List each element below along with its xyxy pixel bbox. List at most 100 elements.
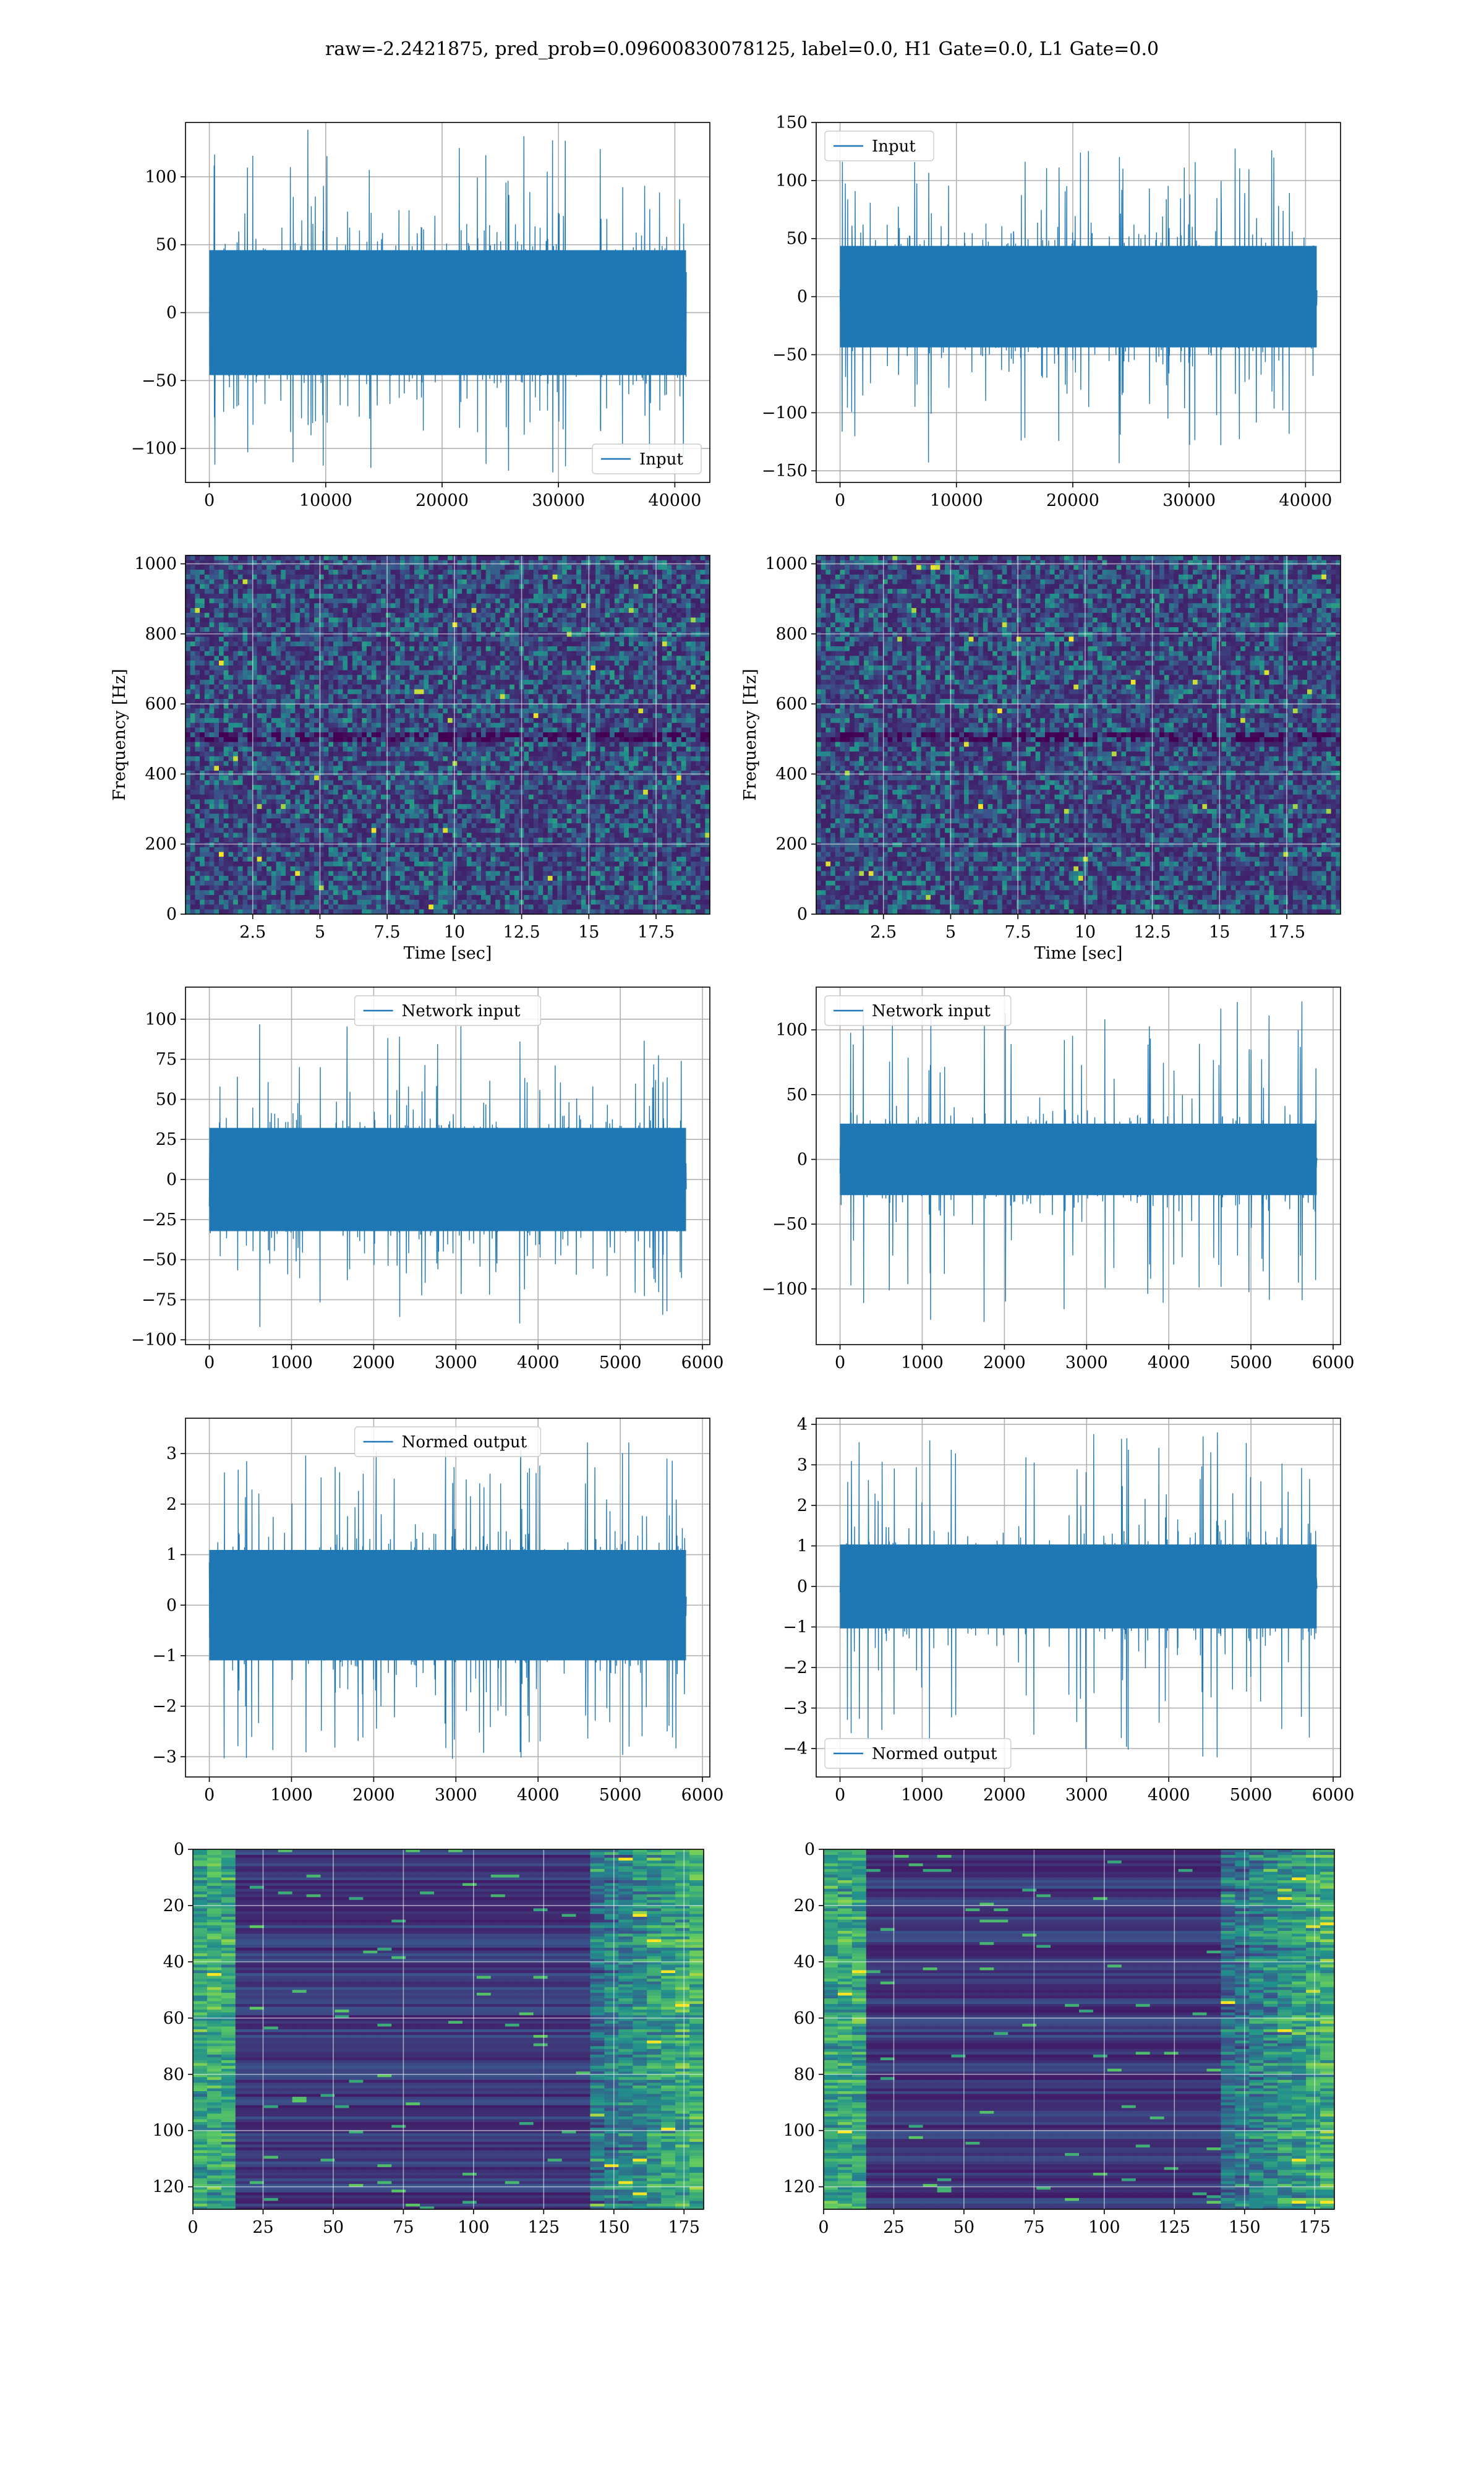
spectrogram-cell: [443, 608, 448, 614]
spectrogram-cell: [381, 612, 386, 618]
spectrogram-cell: [581, 656, 587, 661]
spectrogram-cell: [700, 675, 706, 680]
spectrogram-cell: [667, 717, 672, 724]
spectrogram-cell: [262, 646, 267, 652]
spectrogram-cell: [357, 603, 362, 609]
spectrogram-cell: [390, 684, 396, 690]
spectrogram-cell: [242, 756, 248, 761]
spectrogram-cell: [576, 603, 582, 609]
spectrogram-cell: [257, 622, 262, 628]
spectrogram-cell: [543, 722, 548, 728]
spectrogram-cell: [514, 761, 520, 766]
spectrogram-cell: [237, 675, 243, 680]
spectrogram-cell: [471, 684, 477, 690]
spectrogram-cell: [448, 694, 453, 700]
spectrogram-cell: [667, 656, 672, 661]
spectrogram-cell: [485, 646, 491, 652]
spectrogram-cell: [290, 675, 296, 680]
spectrogram-cell: [652, 680, 658, 685]
spectrogram-cell: [529, 737, 534, 743]
spectrogram-cell: [314, 670, 320, 675]
spectrogram-cell: [624, 717, 629, 724]
spectrogram-cell: [309, 598, 315, 604]
spectrogram-cell: [610, 699, 615, 704]
spectrogram-cell: [429, 636, 434, 642]
spectrogram-cell: [605, 631, 610, 637]
spectrogram-cell: [343, 747, 348, 752]
spectrogram-cell: [323, 732, 329, 738]
spectrogram-cell: [695, 579, 701, 584]
spectrogram-cell: [381, 631, 386, 637]
spectrogram-cell: [705, 717, 710, 724]
spectrogram-cell: [538, 737, 544, 743]
spectrogram-cell: [366, 756, 372, 761]
spectrogram-cell: [399, 751, 406, 757]
spectrogram-cell: [652, 570, 658, 575]
spectrogram-cell: [691, 713, 696, 719]
spectrogram-cell: [676, 603, 682, 609]
spectrogram-cell: [366, 570, 372, 575]
spectrogram-cell: [443, 656, 448, 661]
spectrogram-cell: [624, 617, 629, 623]
spectrogram-cell: [300, 560, 305, 565]
spectrogram-cell: [295, 684, 301, 690]
spectrogram-cell: [495, 747, 501, 752]
spectrogram-cell: [448, 761, 453, 766]
spectrogram-cell: [357, 641, 362, 647]
spectrogram-cell: [448, 713, 453, 719]
spectrogram-cell: [600, 617, 605, 623]
spectrogram-cell: [433, 560, 439, 565]
spectrogram-cell: [505, 684, 510, 690]
spectrogram-cell: [533, 603, 539, 609]
spectrogram-cell: [395, 589, 401, 594]
spectrogram-cell: [252, 608, 258, 614]
spectrogram-cell: [614, 761, 620, 766]
spectrogram-cell: [190, 646, 195, 652]
spectrogram-cell: [443, 584, 448, 589]
spectrogram-cell: [333, 641, 339, 647]
spectrogram-cell: [314, 598, 320, 604]
spectrogram-cell: [271, 761, 276, 766]
spectrogram-cell: [228, 570, 234, 575]
spectrogram-cell: [547, 617, 553, 623]
spectrogram-cell: [647, 593, 653, 599]
spectrogram-cell: [429, 708, 434, 714]
spectrogram-cell: [605, 612, 610, 618]
spectrogram-cell: [233, 631, 239, 637]
spectrogram-cell: [681, 651, 686, 656]
spectrogram-cell: [304, 708, 310, 714]
spectrogram-cell: [529, 747, 534, 752]
spectrogram-cell: [314, 689, 320, 695]
spectrogram-cell: [686, 555, 691, 561]
spectrogram-cell: [533, 570, 539, 575]
spectrogram-cell: [633, 555, 639, 561]
spectrogram-cell: [257, 756, 262, 761]
spectrogram-cell: [424, 584, 429, 589]
spectrogram-cell: [705, 584, 710, 589]
spectrogram-cell: [691, 680, 696, 685]
spectrogram-cell: [195, 579, 200, 584]
spectrogram-cell: [443, 570, 448, 575]
spectrogram-cell: [476, 631, 482, 637]
spectrogram-cell: [514, 713, 520, 719]
spectrogram-cell: [571, 584, 577, 589]
spectrogram-cell: [476, 742, 482, 747]
spectrogram-cell: [581, 713, 587, 719]
spectrogram-cell: [223, 717, 229, 724]
spectrogram-cell: [576, 761, 582, 766]
spectrogram-cell: [691, 756, 696, 761]
spectrogram-cell: [262, 737, 267, 743]
spectrogram-cell: [681, 747, 686, 752]
spectrogram-cell: [371, 603, 377, 609]
spectrogram-cell: [419, 627, 424, 633]
spectrogram-cell: [591, 631, 596, 637]
spectrogram-cell: [667, 622, 672, 628]
spectrogram-cell: [318, 761, 325, 766]
spectrogram-cell: [219, 751, 224, 757]
spectrogram-cell: [247, 593, 253, 599]
spectrogram-cell: [300, 727, 305, 733]
spectrogram-cell: [257, 699, 262, 704]
spectrogram-cell: [543, 747, 548, 752]
spectrogram-cell: [390, 751, 396, 757]
spectrogram-cell: [314, 675, 320, 680]
